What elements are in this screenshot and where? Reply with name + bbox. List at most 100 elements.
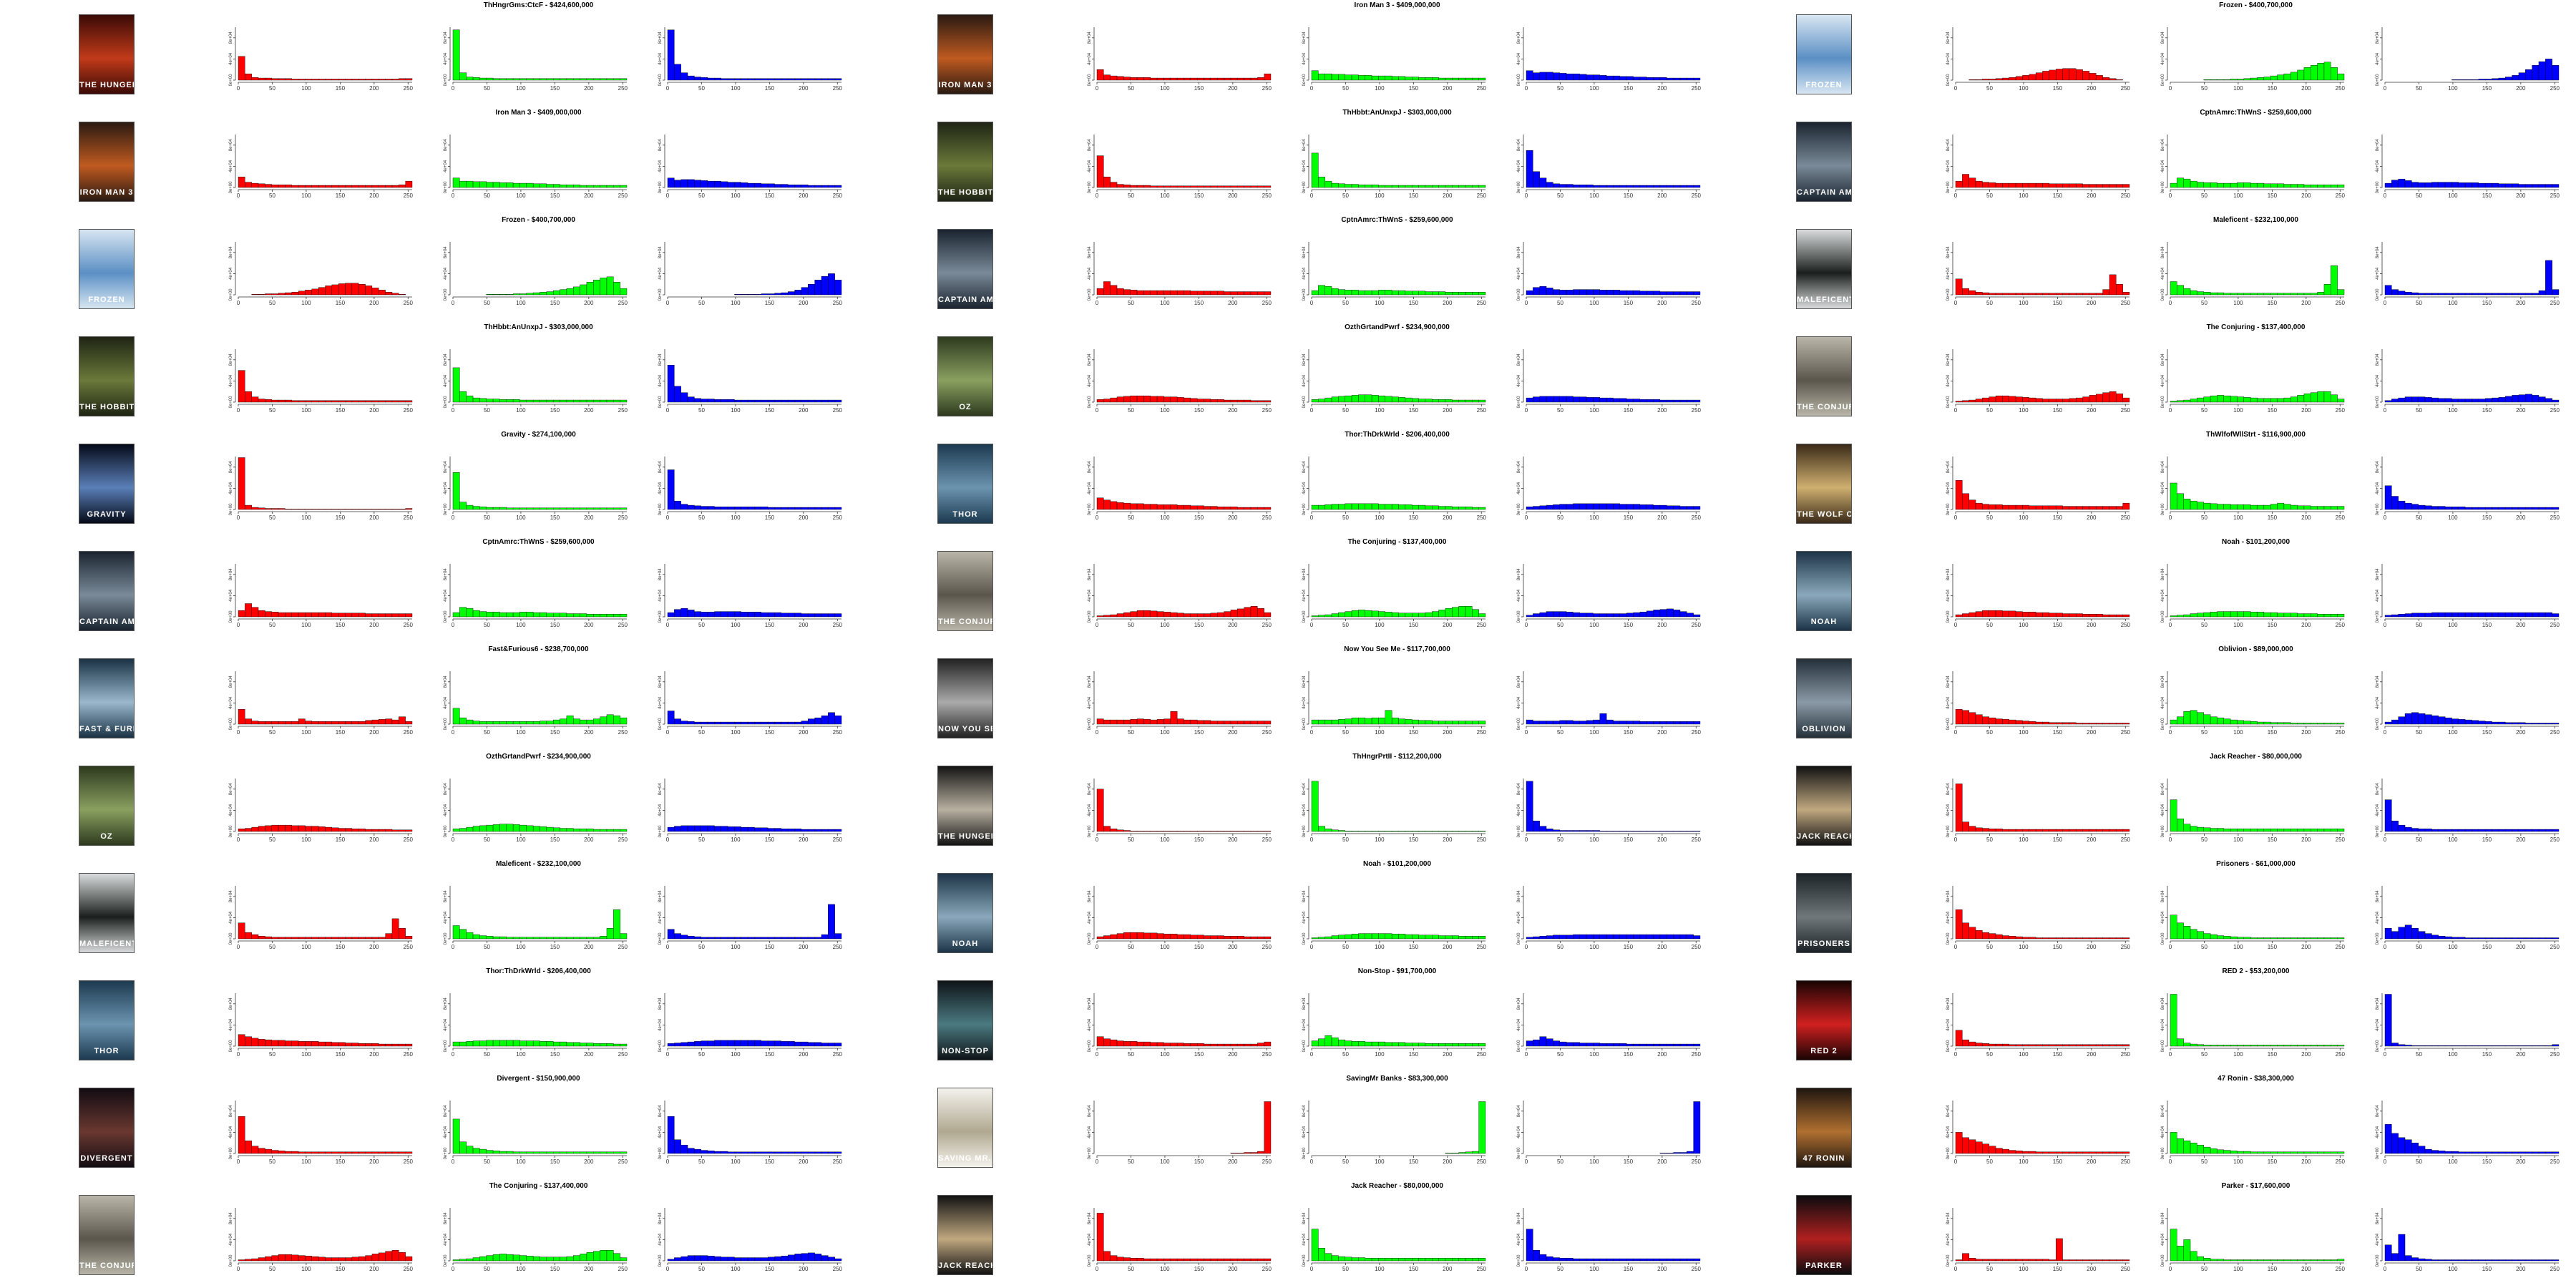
bar [1338, 612, 1345, 618]
bar [560, 399, 567, 403]
y-tick-label: 8e+04 [2161, 997, 2165, 1010]
y-tick-label: 8e+04 [1302, 997, 1307, 1010]
y-tick-label: 8e+04 [1517, 675, 1521, 688]
x-tick-label: 250 [1477, 729, 1487, 736]
y-tick-label: 0e+00 [229, 181, 233, 194]
bar [2337, 723, 2345, 725]
y-tick-label: 8e+04 [444, 246, 448, 259]
y-tick-label: 0e+00 [2376, 1040, 2380, 1053]
movie-poster: OBLIVION [1796, 658, 1852, 738]
y-tick-label: 4e+04 [444, 1233, 448, 1246]
bar [1264, 1101, 1272, 1154]
bar [2002, 719, 2009, 725]
movie-poster: CAPTAIN AMERICA [79, 551, 135, 631]
bar [552, 184, 560, 188]
x-tick-label: 0 [237, 85, 240, 92]
bar [1559, 1258, 1567, 1262]
bar [318, 826, 326, 832]
bar [2170, 994, 2177, 1047]
bar [1184, 1258, 1191, 1262]
bar [2116, 1044, 2123, 1047]
bar [2183, 1141, 2191, 1154]
bar [238, 1259, 245, 1262]
x-tick-label: 100 [516, 1158, 526, 1165]
bar [291, 1151, 299, 1154]
bar [1693, 721, 1701, 725]
x-tick-label: 200 [1228, 514, 1238, 521]
x-tick-label: 150 [1194, 514, 1204, 521]
bar [2331, 265, 2338, 296]
bar [2303, 1045, 2311, 1047]
bar [2552, 937, 2560, 940]
bar [1230, 721, 1238, 725]
bar [371, 185, 379, 188]
bar [506, 78, 514, 81]
bar [754, 1257, 762, 1262]
bar [2217, 1149, 2224, 1154]
bar [1693, 614, 1701, 618]
bar [2055, 69, 2063, 81]
bar [399, 400, 406, 403]
x-tick-label: 100 [731, 1051, 741, 1058]
x-tick-label: 150 [1409, 729, 1419, 736]
bar [1143, 77, 1151, 81]
bar [2438, 293, 2446, 296]
bar [351, 400, 359, 403]
y-tick-label: 8e+04 [658, 675, 663, 688]
bar [1143, 610, 1151, 618]
bar [499, 399, 507, 403]
bar [1478, 185, 1486, 188]
bar [358, 721, 366, 725]
bar [540, 1257, 547, 1262]
movie-poster: THE CONJURING [79, 1195, 135, 1275]
bar [1116, 829, 1124, 832]
bar [351, 1043, 359, 1047]
bar [1593, 613, 1601, 618]
x-tick-label: 0 [2169, 407, 2172, 414]
bar [305, 1041, 313, 1047]
y-tick-label: 8e+04 [2376, 997, 2380, 1010]
bar [1653, 504, 1661, 510]
x-tick-label: 0 [237, 729, 240, 736]
y-tick-label: 8e+04 [658, 1212, 663, 1225]
bar [1693, 1258, 1701, 1262]
bar [1613, 613, 1621, 618]
bar [1458, 1258, 1466, 1262]
bar [472, 1257, 480, 1262]
bar [486, 1040, 494, 1047]
bar [834, 829, 842, 832]
bar [727, 78, 735, 81]
bar [1398, 290, 1406, 296]
x-tick-label: 0 [1525, 1051, 1528, 1058]
bar [834, 78, 842, 81]
bar [546, 1257, 554, 1262]
bar [1679, 185, 1687, 188]
y-tick-label: 4e+04 [229, 1126, 233, 1138]
bar [2076, 723, 2083, 725]
y-tick-label: 4e+04 [1302, 160, 1307, 172]
bar [2458, 507, 2466, 510]
x-tick-label: 0 [2384, 300, 2387, 306]
bar [405, 1256, 413, 1262]
bar [519, 612, 527, 618]
x-tick-label: 200 [2087, 300, 2097, 306]
bar [365, 1255, 373, 1262]
y-tick-label: 4e+04 [658, 1233, 663, 1246]
x-tick-label: 100 [1160, 729, 1170, 736]
y-tick-label: 4e+04 [444, 160, 448, 172]
bar [2223, 1045, 2231, 1047]
y-tick-label: 4e+04 [1517, 1233, 1521, 1246]
x-tick-label: 50 [1342, 192, 1349, 199]
bar [532, 183, 540, 188]
bar [1679, 291, 1687, 296]
bar [345, 400, 353, 403]
y-tick-label: 4e+04 [658, 374, 663, 387]
bar [680, 1256, 688, 1262]
bar [1465, 721, 1473, 725]
x-tick-label: 100 [2019, 192, 2029, 199]
bar [311, 185, 319, 188]
bar [258, 183, 265, 188]
x-tick-label: 50 [484, 729, 490, 736]
bar [1224, 399, 1231, 403]
